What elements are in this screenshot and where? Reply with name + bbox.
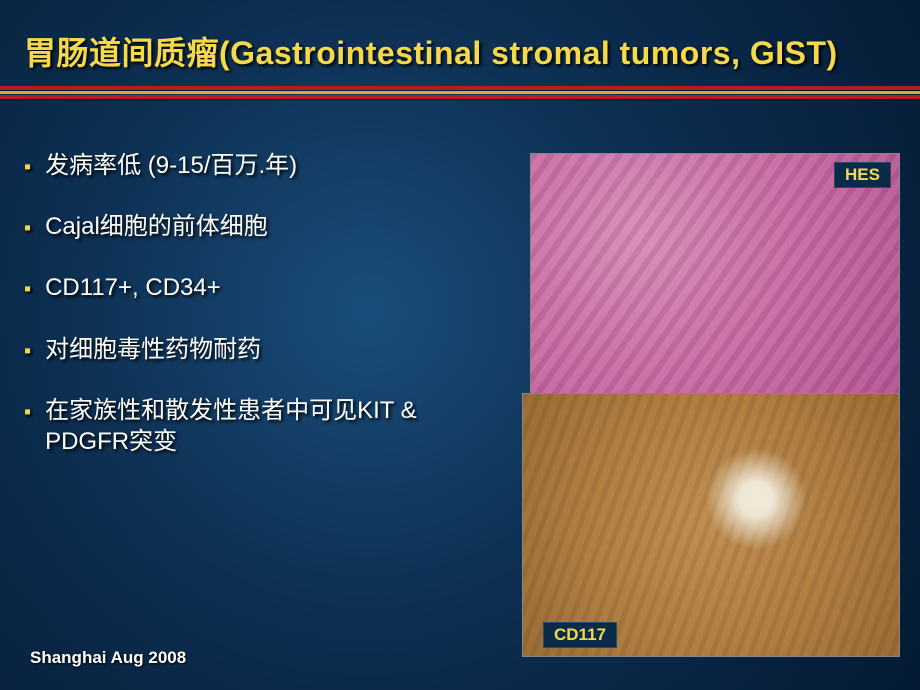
cd117-label: CD117 [543,622,617,648]
bullet-item: ▪ 发病率低 (9-15/百万.年) [24,150,494,181]
bullet-item: ▪ CD117+, CD34+ [24,272,494,303]
bullet-marker-icon: ▪ [24,338,31,364]
bullet-marker-icon: ▪ [24,399,31,425]
divider-red-top [0,86,920,90]
image-stack: HES CD117 [522,153,900,663]
slide-title: 胃肠道间质瘤(Gastrointestinal stromal tumors, … [0,0,920,86]
bullet-text: Cajal细胞的前体细胞 [45,211,494,242]
divider-red-bottom [0,95,920,99]
bullet-text: 对细胞毒性药物耐药 [45,334,494,365]
bullet-item: ▪ 对细胞毒性药物耐药 [24,334,494,365]
bullet-item: ▪ Cajal细胞的前体细胞 [24,211,494,242]
title-divider [0,86,920,100]
hes-label: HES [834,162,891,188]
slide: 胃肠道间质瘤(Gastrointestinal stromal tumors, … [0,0,920,690]
cd117-image: CD117 [522,393,900,657]
bullet-text: CD117+, CD34+ [45,272,494,303]
bullet-item: ▪ 在家族性和散发性患者中可见KIT & PDGFR突变 [24,395,494,457]
footer-text: Shanghai Aug 2008 [30,648,186,668]
bullet-text: 在家族性和散发性患者中可见KIT & PDGFR突变 [45,395,494,457]
bullet-list: ▪ 发病率低 (9-15/百万.年) ▪ Cajal细胞的前体细胞 ▪ CD11… [24,150,494,457]
bullet-marker-icon: ▪ [24,154,31,180]
bullet-marker-icon: ▪ [24,276,31,302]
bullet-marker-icon: ▪ [24,215,31,241]
hes-image: HES [530,153,900,419]
divider-gold-mid [0,91,920,94]
bullet-text: 发病率低 (9-15/百万.年) [45,150,494,181]
content-area: ▪ 发病率低 (9-15/百万.年) ▪ Cajal细胞的前体细胞 ▪ CD11… [24,150,494,487]
